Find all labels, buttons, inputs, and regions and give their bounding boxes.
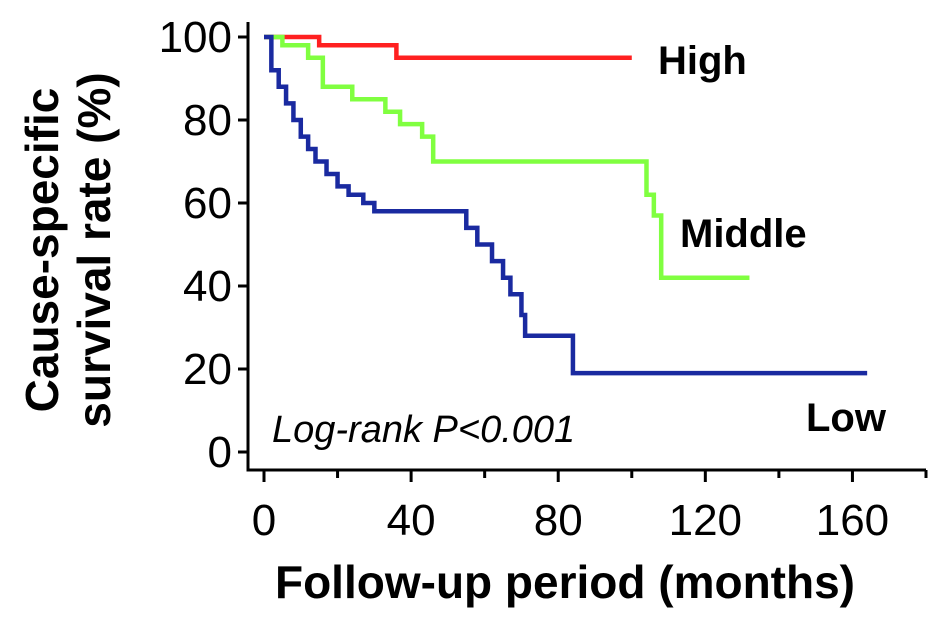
y-tick-label-60: 60 — [183, 179, 232, 228]
series-label-middle: Middle — [680, 212, 807, 256]
x-axis-title: Follow-up period (months) — [275, 556, 855, 608]
y-tick-label-40: 40 — [183, 262, 232, 311]
series-line-middle — [264, 34, 750, 280]
x-tick-label-0: 0 — [252, 496, 276, 545]
y-tick-label-20: 20 — [183, 345, 232, 394]
axes: 0 20 40 60 80 100 0 40 80 120 160 — [159, 13, 928, 545]
log-rank-annotation: Log-rank P<0.001 — [272, 409, 575, 451]
y-tick-label-0: 0 — [208, 428, 232, 477]
y-axis-title-line2: survival rate (%) — [68, 72, 120, 427]
series-label-low: Low — [806, 396, 887, 440]
y-axis-title-line1: Cause-specific — [16, 88, 68, 413]
x-tick-label-120: 120 — [669, 496, 742, 545]
x-tick-label-80: 80 — [534, 496, 583, 545]
y-tick-label-80: 80 — [183, 96, 232, 145]
series-line-low — [264, 34, 868, 376]
x-tick-label-160: 160 — [816, 496, 889, 545]
series-line-high — [264, 34, 632, 60]
x-tick-label-40: 40 — [387, 496, 436, 545]
series-label-high: High — [658, 39, 747, 83]
plot-area — [264, 34, 868, 376]
y-tick-label-100: 100 — [159, 13, 232, 62]
